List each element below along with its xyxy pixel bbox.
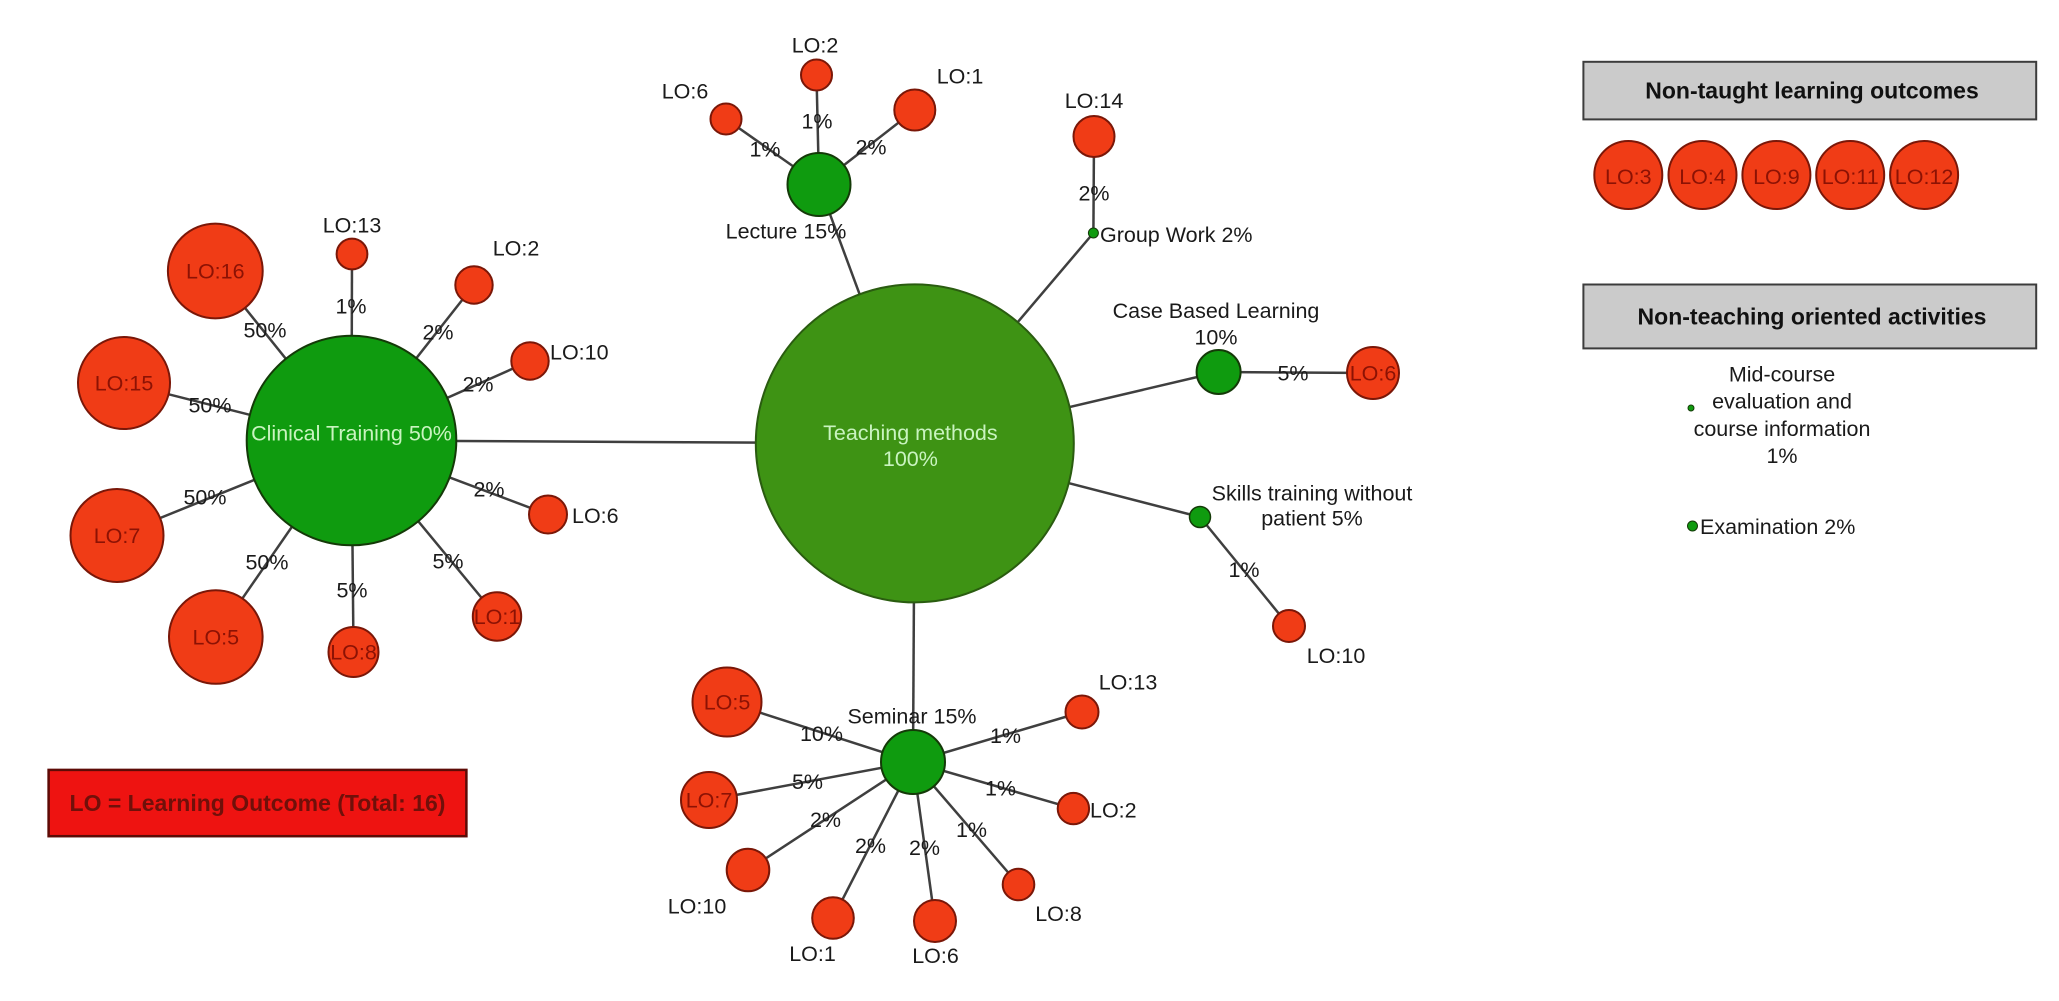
svg-text:LO = Learning Outcome (Total:: LO = Learning Outcome (Total: 16)	[70, 790, 446, 816]
svg-text:5%: 5%	[792, 770, 823, 794]
svg-text:Group Work 2%: Group Work 2%	[1100, 223, 1253, 247]
svg-text:1%: 1%	[1228, 558, 1259, 582]
svg-text:LO:13: LO:13	[1099, 671, 1158, 695]
svg-text:10%: 10%	[800, 722, 843, 746]
svg-text:LO:2: LO:2	[792, 34, 839, 58]
svg-text:2%: 2%	[462, 373, 493, 397]
svg-text:Examination 2%: Examination 2%	[1700, 515, 1855, 539]
svg-text:2%: 2%	[473, 478, 504, 502]
svg-text:Seminar 15%: Seminar 15%	[847, 705, 976, 729]
svg-text:LO:10: LO:10	[668, 895, 727, 919]
svg-text:2%: 2%	[855, 136, 886, 160]
svg-text:LO:5: LO:5	[704, 691, 751, 715]
svg-text:Case Based Learning: Case Based Learning	[1113, 299, 1320, 323]
svg-text:patient 5%: patient 5%	[1261, 507, 1363, 531]
svg-text:LO:8: LO:8	[330, 641, 377, 665]
svg-text:50%: 50%	[183, 486, 226, 510]
svg-text:1%: 1%	[749, 138, 780, 162]
svg-text:LO:6: LO:6	[662, 80, 709, 104]
svg-text:LO:1: LO:1	[937, 65, 984, 89]
svg-text:2%: 2%	[909, 836, 940, 860]
svg-text:LO:2: LO:2	[493, 237, 540, 261]
svg-text:Lecture 15%: Lecture 15%	[726, 220, 847, 244]
svg-text:LO:9: LO:9	[1753, 165, 1800, 189]
svg-text:LO:8: LO:8	[1035, 902, 1082, 926]
svg-text:LO:1: LO:1	[789, 942, 836, 966]
svg-text:LO:7: LO:7	[94, 524, 141, 548]
svg-text:LO:10: LO:10	[550, 341, 609, 365]
svg-text:LO:14: LO:14	[1065, 89, 1124, 113]
svg-text:evaluation and: evaluation and	[1712, 390, 1852, 414]
svg-text:5%: 5%	[432, 550, 463, 574]
svg-text:Skills training without: Skills training without	[1212, 482, 1413, 506]
svg-text:LO:13: LO:13	[323, 214, 382, 238]
svg-text:100%: 100%	[883, 447, 938, 471]
svg-text:LO:7: LO:7	[686, 789, 733, 813]
svg-text:1%: 1%	[335, 295, 366, 319]
svg-text:2%: 2%	[810, 808, 841, 832]
svg-text:50%: 50%	[188, 394, 231, 418]
svg-text:course information: course information	[1694, 417, 1871, 441]
svg-text:1%: 1%	[1766, 444, 1797, 468]
svg-text:LO:5: LO:5	[192, 626, 239, 650]
svg-text:Non-taught learning outcomes: Non-taught learning outcomes	[1645, 78, 1979, 104]
svg-text:Mid-course: Mid-course	[1729, 363, 1835, 387]
svg-text:5%: 5%	[336, 579, 367, 603]
svg-text:LO:11: LO:11	[1822, 165, 1879, 189]
svg-text:LO:16: LO:16	[186, 260, 245, 284]
svg-text:LO:1: LO:1	[474, 605, 521, 629]
svg-text:10%: 10%	[1194, 326, 1237, 350]
svg-text:LO:4: LO:4	[1679, 165, 1726, 189]
svg-text:LO:3: LO:3	[1605, 165, 1652, 189]
svg-text:LO:6: LO:6	[912, 944, 959, 968]
svg-text:1%: 1%	[990, 724, 1021, 748]
svg-text:50%: 50%	[243, 319, 286, 343]
svg-text:2%: 2%	[1078, 182, 1109, 206]
svg-text:Teaching methods: Teaching methods	[823, 421, 998, 445]
svg-text:2%: 2%	[855, 834, 886, 858]
svg-text:50%: 50%	[245, 551, 288, 575]
svg-text:LO:6: LO:6	[572, 504, 619, 528]
svg-text:LO:12: LO:12	[1895, 165, 1954, 189]
svg-text:Clinical Training 50%: Clinical Training 50%	[251, 422, 452, 446]
svg-text:2%: 2%	[422, 321, 453, 345]
svg-text:1%: 1%	[985, 777, 1016, 801]
svg-text:1%: 1%	[956, 818, 987, 842]
svg-text:5%: 5%	[1277, 362, 1308, 386]
svg-text:LO:6: LO:6	[1350, 362, 1397, 386]
svg-text:LO:2: LO:2	[1090, 799, 1137, 823]
svg-text:1%: 1%	[801, 110, 832, 134]
svg-text:LO:10: LO:10	[1307, 644, 1366, 668]
svg-text:Non-teaching oriented activiti: Non-teaching oriented activities	[1638, 304, 1987, 330]
svg-text:LO:15: LO:15	[95, 372, 154, 396]
